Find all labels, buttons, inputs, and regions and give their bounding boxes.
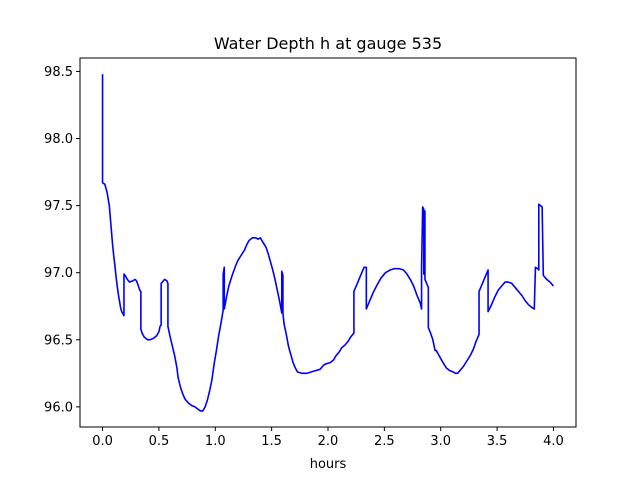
y-tick-label: 96.5 [44, 333, 73, 348]
x-tick-label: 4.0 [543, 434, 564, 449]
x-tick-label: 2.0 [318, 434, 339, 449]
y-tick-label: 97.0 [44, 266, 73, 281]
x-axis-label: hours [310, 457, 347, 472]
x-tick-label: 1.5 [261, 434, 282, 449]
y-tick-label: 98.0 [44, 132, 73, 147]
series-line [101, 74, 555, 412]
x-tick-label: 3.0 [430, 434, 451, 449]
y-axis-ticks: 96.0 96.5 97.0 97.5 98.0 98.5 [44, 65, 80, 415]
chart-title: Water Depth h at gauge 535 [214, 34, 442, 53]
x-tick-label: 3.5 [487, 434, 508, 449]
y-tick-label: 97.5 [44, 199, 73, 214]
y-tick-label: 96.0 [44, 400, 73, 415]
x-tick-label: 2.5 [374, 434, 395, 449]
x-axis-ticks: 0.0 0.5 1.0 1.5 2.0 2.5 3.0 3.5 4.0 [92, 427, 564, 449]
x-tick-label: 0.5 [149, 434, 170, 449]
x-tick-label: 0.0 [92, 434, 113, 449]
x-tick-label: 1.0 [205, 434, 226, 449]
y-tick-label: 98.5 [44, 65, 73, 80]
